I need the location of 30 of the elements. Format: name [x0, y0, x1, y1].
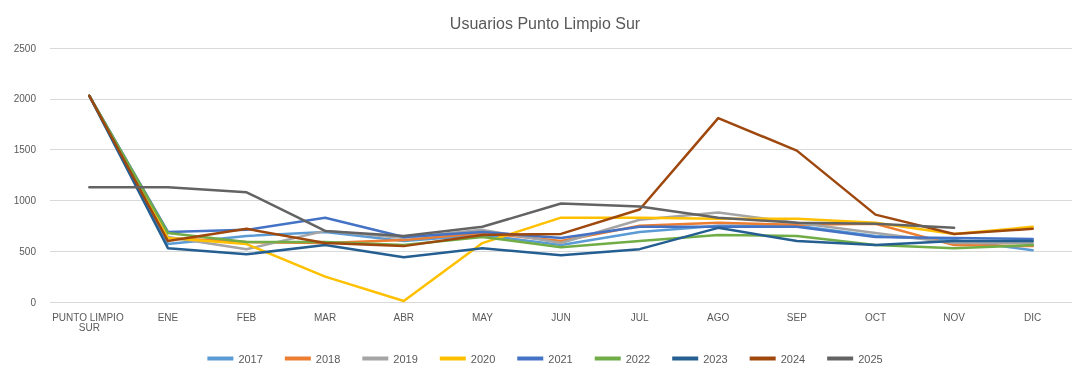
y-tick-label: 1500 — [13, 144, 37, 156]
x-tick-label: MAY — [471, 311, 494, 323]
y-tick-label: 0 — [30, 296, 37, 308]
legend-label: 2018 — [315, 352, 341, 365]
x-tick-label: ABR — [393, 311, 415, 323]
x-tick-label: MAR — [314, 311, 337, 323]
x-tick-label: JUL — [630, 311, 649, 323]
y-tick-label: 2000 — [13, 93, 37, 105]
x-tick-label: PUNTO LIMPIO SUR — [52, 311, 127, 333]
x-tick-label: JUN — [551, 311, 571, 323]
y-tick-label: 2500 — [13, 42, 37, 54]
legend-label: 2025 — [858, 352, 883, 365]
x-tick-label: SEP — [786, 311, 808, 323]
chart-title: Usuarios Punto Limpio Sur — [449, 14, 641, 32]
x-tick-label: ENE — [157, 311, 179, 323]
x-tick-label: FEB — [236, 311, 257, 323]
legend-label: 2024 — [780, 352, 806, 365]
legend-label: 2021 — [548, 352, 573, 365]
x-tick-label: NOV — [943, 311, 966, 323]
y-tick-label: 500 — [19, 245, 37, 257]
x-tick-label: DIC — [1024, 311, 1042, 323]
legend-label: 2022 — [625, 352, 651, 365]
legend-label: 2020 — [470, 352, 496, 365]
y-tick-label: 1000 — [13, 194, 37, 206]
line-series — [88, 185, 956, 238]
x-tick-label: AGO — [707, 311, 730, 323]
legend-label: 2023 — [703, 352, 728, 365]
legend-label: 2017 — [238, 352, 263, 365]
legend-label: 2019 — [393, 352, 418, 365]
x-tick-label: OCT — [864, 311, 887, 323]
